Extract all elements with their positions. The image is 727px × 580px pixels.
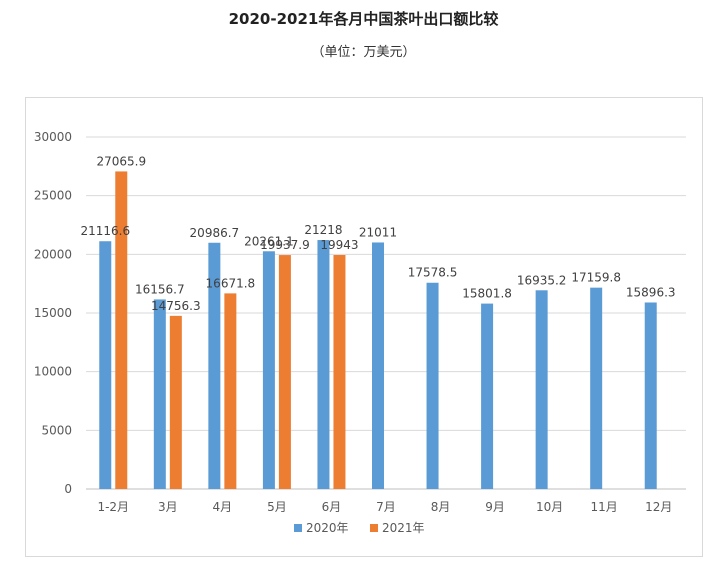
bar-2020 (481, 303, 494, 489)
bar-2020 (153, 299, 166, 489)
data-label: 17578.5 (408, 266, 458, 280)
data-labels: 21116.6 27065.9 16156.7 14756.3 20986.7 16671… (80, 154, 675, 312)
y-tick-label: 5000 (41, 423, 72, 437)
y-tick-label: 25000 (34, 189, 72, 203)
bars (99, 171, 657, 490)
data-label: 14756.3 (151, 299, 201, 313)
x-tick-label: 4月 (213, 500, 233, 514)
x-tick-label: 5月 (267, 500, 287, 514)
x-tick-label: 1-2月 (97, 500, 129, 514)
legend-label-2020: 2020年 (306, 521, 349, 535)
data-label: 19937.9 (260, 238, 310, 252)
bar-2021 (224, 293, 237, 489)
x-tick-label: 12月 (645, 500, 672, 514)
chart-subtitle: （单位：万美元） (311, 45, 416, 60)
bar-2020 (372, 242, 384, 489)
y-tick-label: 30000 (34, 130, 72, 144)
data-label: 19943 (320, 238, 358, 252)
legend: 2020年 2021年 (294, 521, 425, 535)
data-label: 15896.3 (626, 285, 676, 299)
data-label: 20261.1 (244, 234, 294, 248)
data-label: 21116.6 (80, 224, 130, 238)
y-tick-label: 10000 (34, 365, 72, 379)
y-tick-label: 20000 (34, 247, 72, 261)
x-tick-label: 8月 (431, 500, 451, 514)
data-label: 21011 (359, 225, 397, 239)
bar-2020 (590, 287, 603, 489)
legend-swatch-2021 (370, 524, 378, 532)
chart-title: 2020-2021年各月中国茶叶出口额比较 (228, 10, 499, 28)
data-label: 21218 (304, 223, 342, 237)
x-tick-label: 10月 (536, 500, 563, 514)
y-tick-label: 15000 (34, 306, 72, 320)
bar-2020 (426, 282, 439, 489)
bar-2020 (99, 241, 112, 489)
gridlines (86, 136, 686, 490)
x-tick-label: 3月 (158, 500, 178, 514)
bar-2021 (169, 315, 182, 489)
x-tick-label: 9月 (485, 500, 505, 514)
data-label: 16671.8 (206, 276, 256, 290)
bar-2020 (262, 251, 275, 489)
bar-2021 (115, 171, 128, 490)
bar-2021 (333, 255, 346, 489)
data-label: 16935.2 (517, 273, 567, 287)
x-tick-label: 7月 (376, 500, 396, 514)
bar-2020 (317, 240, 330, 489)
bar-2020 (208, 242, 221, 489)
x-axis-ticks: 1-2月 3月 4月 5月 6月 7月 8月 9月 10月 11月 12月 (97, 500, 672, 514)
data-label: 17159.8 (571, 271, 621, 285)
y-axis-ticks: 0 5000 10000 15000 20000 25000 30000 (34, 130, 72, 496)
legend-label-2021: 2021年 (382, 521, 425, 535)
y-tick-label: 0 (64, 482, 72, 496)
data-label: 20986.7 (190, 226, 240, 240)
bar-2021 (278, 255, 291, 489)
data-label: 15801.8 (462, 287, 512, 301)
data-label: 16156.7 (135, 282, 185, 296)
bar-2020 (644, 302, 657, 489)
bar-2020 (535, 290, 548, 489)
legend-swatch-2020 (294, 524, 302, 532)
chart-frame (25, 97, 703, 557)
x-tick-label: 6月 (322, 500, 342, 514)
x-tick-label: 11月 (591, 500, 618, 514)
data-label: 27065.9 (96, 154, 146, 168)
